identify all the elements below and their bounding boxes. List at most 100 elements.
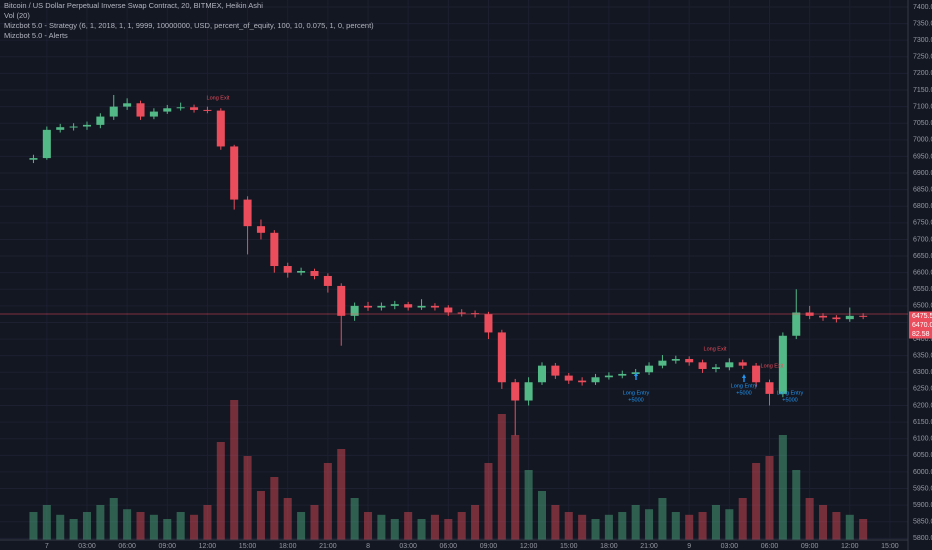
volume-bar — [176, 512, 185, 540]
candle-body — [497, 332, 506, 383]
volume-bar — [645, 509, 654, 540]
volume-bar — [671, 512, 680, 540]
y-tick-label: 6850.0 — [913, 186, 932, 193]
x-tick-label: 21:00 — [319, 543, 337, 550]
candle-body — [658, 360, 667, 366]
indicator-label: Mizcbot 5.0 - Strategy (6, 1, 2018, 1, 1… — [4, 21, 374, 30]
volume-bar — [591, 519, 600, 540]
candle-body — [364, 305, 373, 308]
x-tick-label: 12:00 — [520, 543, 538, 550]
volume-bar — [270, 477, 279, 540]
candle-body — [270, 232, 279, 267]
volume-bar — [149, 514, 158, 540]
candle-body — [591, 377, 600, 383]
volume-bar — [752, 463, 761, 540]
x-tick-label: 09:00 — [480, 543, 498, 550]
volume-bar — [256, 491, 265, 540]
indicator-label: Mizcbot 5.0 - Alerts — [4, 31, 68, 40]
volume-bar — [69, 519, 78, 540]
candle-body — [323, 275, 332, 286]
y-tick-label: 5900.0 — [913, 502, 932, 509]
volume-bar — [123, 509, 132, 540]
candle-body — [203, 109, 212, 111]
candle-body — [671, 359, 680, 361]
volume-bar — [29, 512, 38, 540]
candle-body — [564, 375, 573, 381]
volume-bar — [658, 498, 667, 540]
axes: 5800.0 5850.0 5900.0 5950.0 6000.0 6050.0 6100… — [0, 4, 932, 550]
y-tick-label: 5950.0 — [913, 485, 932, 492]
x-tick-label: 15:00 — [881, 543, 899, 550]
candle-body — [725, 362, 734, 368]
y-tick-label: 7400.0 — [913, 4, 932, 11]
x-tick-label: 06:00 — [118, 543, 136, 550]
candle-body — [69, 126, 78, 128]
volume-bar — [417, 519, 426, 540]
annotation: Long Exit — [207, 95, 230, 101]
y-tick-label: 6400.0 — [913, 336, 932, 343]
volume-bar — [297, 512, 306, 540]
volume-bar — [243, 456, 252, 540]
candle-body — [243, 199, 252, 227]
x-tick-label: 9 — [687, 543, 691, 550]
y-tick-label: 6350.0 — [913, 353, 932, 360]
volume-bar — [859, 519, 868, 540]
candle-body — [230, 146, 239, 200]
grid — [0, 0, 908, 540]
volume-bar — [778, 435, 787, 540]
y-tick-label: 6200.0 — [913, 402, 932, 409]
volume-bar — [738, 498, 747, 540]
volume-bar — [524, 470, 533, 540]
y-tick-label: 5800.0 — [913, 535, 932, 542]
candle-body — [819, 315, 828, 318]
volume-bar — [537, 491, 547, 540]
candle-body — [537, 365, 547, 383]
y-tick-label: 6500.0 — [913, 303, 932, 310]
candle-body — [96, 116, 105, 125]
volume-bar — [56, 514, 65, 540]
volume-bar — [511, 435, 520, 540]
candle-body — [390, 304, 399, 306]
candle-body — [778, 335, 787, 394]
y-tick-label: 6800.0 — [913, 203, 932, 210]
y-tick-label: 7000.0 — [913, 137, 932, 144]
candles — [29, 94, 868, 436]
candle-body — [109, 106, 118, 117]
candle-body — [511, 382, 520, 401]
volume-bar — [444, 519, 453, 540]
volume-bar — [792, 470, 801, 540]
y-tick-label: 7200.0 — [913, 70, 932, 77]
volume-bar — [283, 498, 292, 540]
annotation: Long Entry — [623, 390, 650, 396]
price-label: 6475.5 — [912, 313, 932, 320]
x-tick-label: 8 — [366, 543, 370, 550]
volume-bar — [711, 505, 720, 540]
volume-bar — [604, 514, 613, 540]
annotation: +5000 — [736, 390, 751, 396]
annotation: Long Exit — [761, 363, 784, 369]
volume-bar — [310, 505, 319, 540]
x-tick-label: 12:00 — [199, 543, 217, 550]
volume-bar — [109, 498, 118, 540]
volume-bar — [805, 498, 814, 540]
candle-body — [404, 304, 413, 308]
y-tick-label: 6250.0 — [913, 386, 932, 393]
volume-bar — [484, 463, 493, 540]
candle-body — [752, 365, 761, 383]
volume-bar — [216, 442, 225, 540]
candle-body — [42, 129, 51, 159]
y-tick-label: 5850.0 — [913, 519, 932, 526]
volume-bar — [819, 505, 828, 540]
candle-body — [471, 313, 480, 315]
candle-body — [430, 305, 439, 308]
candle-body — [524, 382, 533, 401]
x-tick-label: 09:00 — [801, 543, 819, 550]
extra-label-box — [909, 329, 932, 339]
volume-bar — [845, 514, 854, 540]
y-tick-label: 6750.0 — [913, 220, 932, 227]
volume-bar — [698, 512, 707, 540]
volume-bar — [136, 512, 145, 540]
y-tick-label: 7100.0 — [913, 103, 932, 110]
candle-body — [190, 107, 199, 110]
price-label-box — [909, 320, 932, 330]
